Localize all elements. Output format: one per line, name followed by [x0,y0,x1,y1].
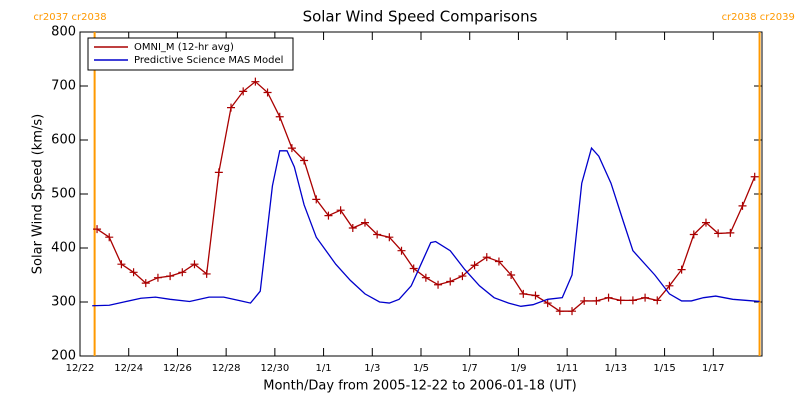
data-point [482,253,491,262]
data-point [227,103,236,112]
data-point [750,172,759,181]
data-point [166,272,175,281]
legend-label: Predictive Science MAS Model [134,55,283,66]
data-point [263,88,272,97]
data-point [434,280,443,289]
data-point [251,77,260,86]
data-point [348,224,357,233]
data-point [409,264,418,273]
plot-frame [79,31,763,357]
legend-label: OMNI_M (12-hr avg) [134,42,234,53]
y-tick-label: 400 [51,241,76,256]
carrington-label: cr2038 cr2039 [722,12,795,23]
x-tick-label: 1/11 [556,363,578,374]
data-point [604,293,613,302]
legend-box [87,37,294,71]
x-tick-label: 1/5 [413,363,429,374]
data-point [519,289,528,298]
data-point [214,168,223,177]
data-point [190,260,199,269]
data-point [141,279,150,288]
data-point [653,296,662,305]
data-point [677,265,686,274]
y-tick-label: 800 [51,25,76,40]
y-tick-label: 500 [51,187,76,202]
data-point [336,206,345,215]
data-point [494,257,503,266]
x-tick-label: 12/26 [163,363,192,374]
data-point [738,201,747,210]
x-tick-label: 1/3 [364,363,380,374]
data-point [93,225,102,234]
data-point [105,233,114,242]
data-point [239,87,248,96]
data-point [312,195,321,204]
data-point [458,272,467,281]
data-point [531,291,540,300]
data-point [726,228,735,237]
data-point [397,246,406,255]
x-tick-label: 12/28 [212,363,241,374]
data-point [421,273,430,282]
data-point [689,230,698,239]
data-point [446,277,455,286]
data-point [555,307,564,316]
x-axis-label: Month/Day from 2005-12-22 to 2006-01-18 … [263,379,576,394]
data-point [507,271,516,279]
y-tick-label: 200 [51,349,76,364]
data-point [300,156,309,165]
data-point [701,218,710,227]
data-point [641,293,650,302]
y-axis-label: Solar Wind Speed (km/s) [31,114,46,274]
x-tick-label: 1/15 [653,363,675,374]
data-point [616,296,625,305]
data-point [360,218,369,227]
y-tick-label: 300 [51,295,76,310]
x-tick-label: 12/24 [114,363,143,374]
data-point [470,261,479,270]
x-tick-label: 1/7 [462,363,478,374]
carrington-label: cr2037 cr2038 [33,12,106,23]
x-tick-label: 12/22 [66,363,95,374]
x-tick-label: 1/1 [316,363,332,374]
x-tick-label: 12/30 [260,363,289,374]
data-point [568,307,577,316]
series-line [92,146,760,307]
y-tick-label: 700 [51,79,76,94]
data-point [628,296,637,305]
data-point [580,296,589,305]
x-tick-label: 1/9 [510,363,526,374]
data-point [117,260,126,269]
data-point [287,144,296,153]
x-tick-label: 1/13 [605,363,627,374]
data-point [665,281,674,290]
x-tick-label: 1/17 [702,363,724,374]
data-point [373,230,382,239]
y-tick-label: 600 [51,133,76,148]
data-point [543,299,552,308]
data-point [714,229,723,238]
data-point [592,296,601,305]
data-point [202,269,211,278]
data-point [178,268,187,277]
data-point [153,273,162,282]
data-point [324,211,333,220]
data-point [129,268,138,277]
chart-title: Solar Wind Speed Comparisons [303,8,538,26]
data-point [385,233,394,242]
data-point [275,112,284,121]
